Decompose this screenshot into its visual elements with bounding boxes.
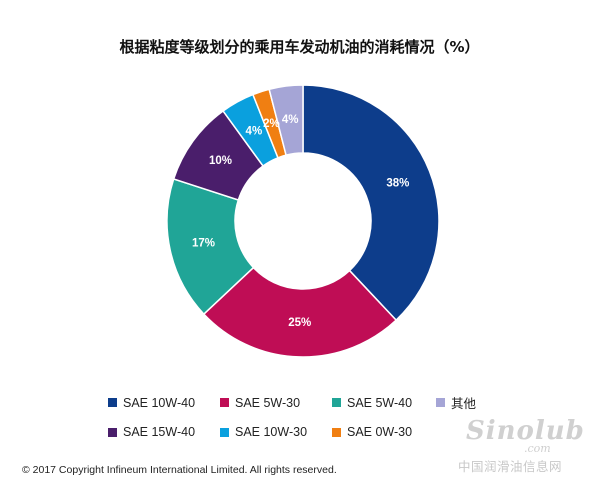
slice-value-label-4: 4% xyxy=(246,126,263,138)
legend-item-2: SAE 5W-40 xyxy=(332,393,436,412)
legend-item-3: SAE 15W-40 xyxy=(108,425,220,439)
legend-item-1: SAE 5W-30 xyxy=(220,393,332,412)
legend-label-0: SAE 10W-40 xyxy=(123,395,196,410)
legend-label-4: SAE 10W-30 xyxy=(235,425,308,439)
slice-value-label-5: 2% xyxy=(263,118,280,130)
watermark-sub-text: .com xyxy=(524,442,551,455)
donut-slice-6 xyxy=(268,84,304,157)
watermark-main-text: Sinolub xyxy=(466,416,585,446)
legend-item-5: SAE 0W-30 xyxy=(332,425,436,439)
slice-value-label-0: 38% xyxy=(386,177,409,189)
chart-legend: SAE 10W-40 SAE 5W-30 SAE 5W-40 其他 SAE 15W-40… xyxy=(108,393,488,439)
donut-slices xyxy=(166,84,440,358)
watermark-cn-text: 中国润滑油信息网 xyxy=(458,459,563,474)
legend-item-4: SAE 10W-30 xyxy=(220,425,332,439)
donut-labels: 38% 25% 17% 10% 4%2% 4% xyxy=(192,114,409,329)
legend-swatch-1 xyxy=(220,398,229,407)
slice-value-label-1: 25% xyxy=(288,317,311,329)
legend-swatch-6 xyxy=(436,398,445,407)
donut-slice-1 xyxy=(202,266,398,358)
legend-swatch-5 xyxy=(332,427,341,437)
legend-swatch-4 xyxy=(220,427,229,437)
slice-value-label-3: 10% xyxy=(209,155,232,167)
legend-item-0: SAE 10W-40 xyxy=(108,393,220,412)
legend-label-1: SAE 5W-30 xyxy=(235,395,301,410)
legend-swatch-2 xyxy=(332,398,341,407)
legend-item-6: 其他 xyxy=(436,393,488,412)
watermark-logo: Sinolub .com 中国润滑油信息网 xyxy=(452,416,585,474)
legend-label-5: SAE 0W-30 xyxy=(347,425,413,439)
chart-title: 根据粘度等级划分的乘用车发动机油的消耗情况（%） xyxy=(119,38,480,56)
legend-swatch-3 xyxy=(108,427,117,437)
copyright-notice: © 2017 Copyright Infineum International … xyxy=(22,464,337,476)
legend-label-2: SAE 5W-40 xyxy=(347,395,413,410)
slice-value-label-6: 4% xyxy=(282,114,299,126)
legend-swatch-0 xyxy=(108,398,117,407)
slice-value-label-2: 17% xyxy=(192,237,215,249)
donut-slice-0 xyxy=(302,84,440,322)
legend-label-6: 其他 xyxy=(451,397,477,411)
legend-label-3: SAE 15W-40 xyxy=(123,425,196,439)
